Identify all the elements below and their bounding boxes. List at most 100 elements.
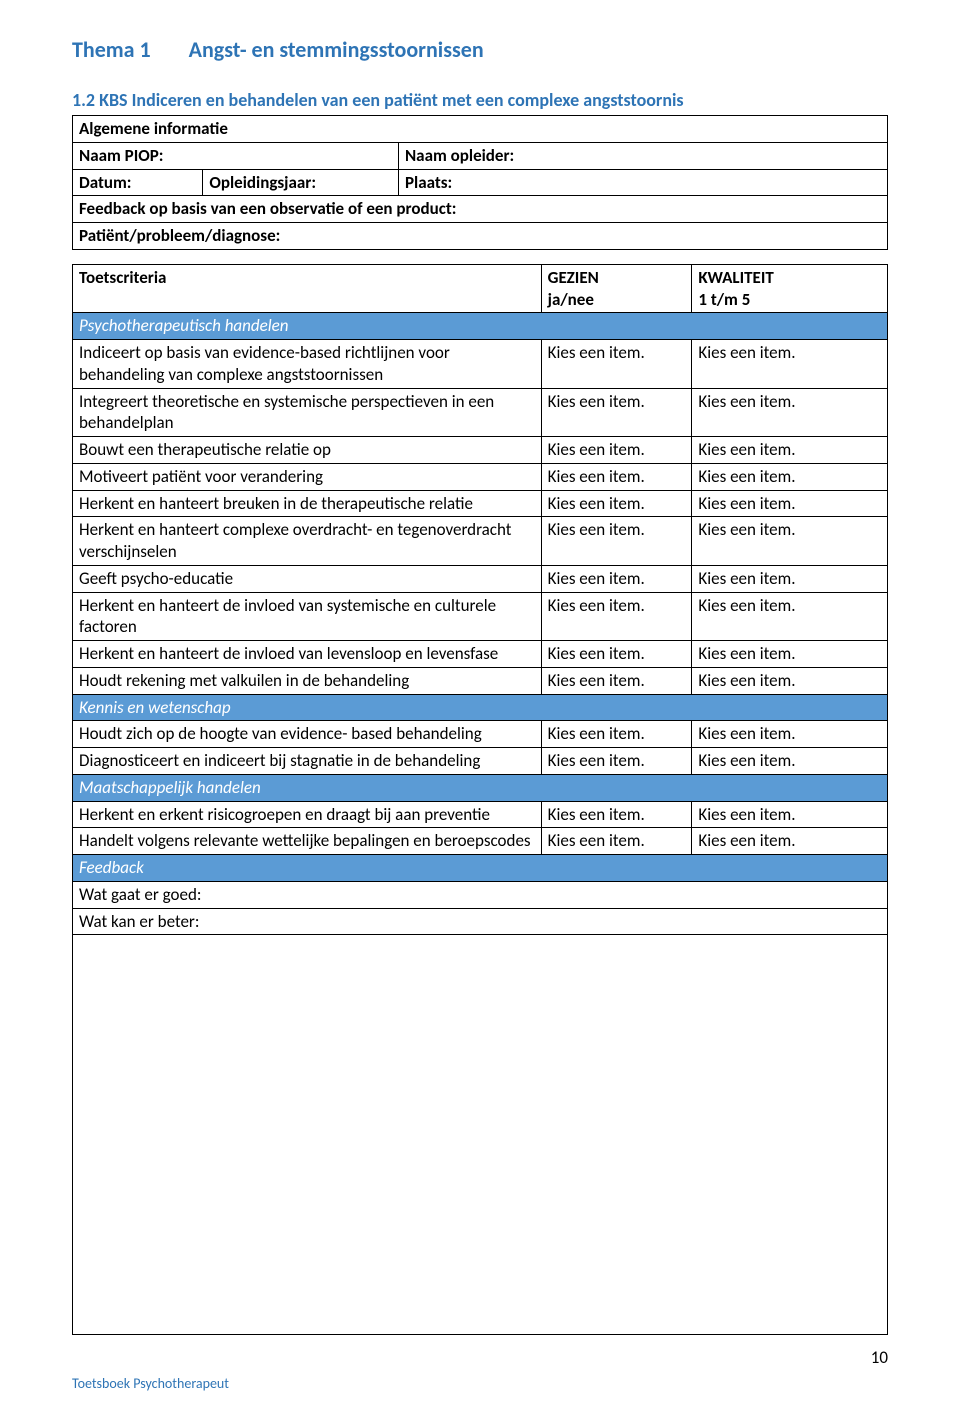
gezien-select[interactable]: Kies een item. — [541, 388, 692, 437]
section-maat-label: Maatschappelijk handelen — [73, 774, 888, 801]
table-row: Herkent en hanteert breuken in de therap… — [73, 490, 888, 517]
criterion-text: Herkent en hanteert complexe overdracht-… — [73, 517, 542, 566]
blank-space — [73, 935, 888, 1335]
info-header: Algemene informatie — [73, 116, 888, 143]
gezien-select[interactable]: Kies een item. — [541, 828, 692, 855]
gezien-select[interactable]: Kies een item. — [541, 667, 692, 694]
naam-opleider-label: Naam opleider: — [398, 142, 887, 169]
table-row: Patiënt/probleem/diagnose: — [73, 223, 888, 250]
kwaliteit-select[interactable]: Kies een item. — [692, 641, 888, 668]
opleidingsjaar-label: Opleidingsjaar: — [203, 169, 399, 196]
section-feedback-label: Feedback — [73, 855, 888, 882]
criterion-text: Houdt rekening met valkuilen in de behan… — [73, 667, 542, 694]
section-kennis-label: Kennis en wetenschap — [73, 694, 888, 721]
page-number: 10 — [871, 1347, 888, 1368]
theme-title: Angst- en stemmingsstoornissen — [189, 36, 484, 63]
kwaliteit-select[interactable]: Kies een item. — [692, 667, 888, 694]
criterion-text: Houdt zich op de hoogte van evidence- ba… — [73, 721, 542, 748]
gezien-select[interactable]: Kies een item. — [541, 592, 692, 641]
kwaliteit-range-label: 1 t/m 5 — [698, 289, 750, 310]
criterion-text: Indiceert op basis van evidence-based ri… — [73, 340, 542, 389]
criterion-text: Bouwt een therapeutische relatie op — [73, 437, 542, 464]
gezien-select[interactable]: Kies een item. — [541, 748, 692, 775]
table-row: Integreert theoretische en systemische p… — [73, 388, 888, 437]
info-table: Algemene informatie Naam PIOP: Naam ople… — [72, 115, 888, 250]
gezien-select[interactable]: Kies een item. — [541, 565, 692, 592]
table-row: Datum: Opleidingsjaar: Plaats: — [73, 169, 888, 196]
page-content: Thema 1 Angst- en stemmingsstoornissen 1.… — [0, 0, 960, 1375]
kwaliteit-select[interactable]: Kies een item. — [692, 592, 888, 641]
plaats-label: Plaats: — [398, 169, 887, 196]
kwaliteit-select[interactable]: Kies een item. — [692, 565, 888, 592]
table-row: Naam PIOP: Naam opleider: — [73, 142, 888, 169]
theme-heading: Thema 1 Angst- en stemmingsstoornissen — [72, 36, 888, 63]
theme-label: Thema 1 — [72, 36, 151, 63]
table-row: Herkent en hanteert de invloed van leven… — [73, 641, 888, 668]
table-row: Herkent en erkent risicogroepen en draag… — [73, 801, 888, 828]
kwaliteit-select[interactable]: Kies een item. — [692, 463, 888, 490]
table-row: Wat gaat er goed: — [73, 881, 888, 908]
kbs-subheading: 1.2 KBS Indiceren en behandelen van een … — [72, 89, 888, 111]
criteria-table: Toetscriteria GEZIEN ja/nee KWALITEIT 1 … — [72, 264, 888, 1336]
criterion-text: Handelt volgens relevante wettelijke bep… — [73, 828, 542, 855]
table-row: Bouwt een therapeutische relatie opKies … — [73, 437, 888, 464]
criterion-text: Herkent en hanteert de invloed van leven… — [73, 641, 542, 668]
datum-label: Datum: — [73, 169, 203, 196]
kwaliteit-select[interactable]: Kies een item. — [692, 801, 888, 828]
gezien-select[interactable]: Kies een item. — [541, 801, 692, 828]
criterion-text: Integreert theoretische en systemische p… — [73, 388, 542, 437]
kwaliteit-select[interactable]: Kies een item. — [692, 517, 888, 566]
kwaliteit-select[interactable]: Kies een item. — [692, 721, 888, 748]
table-row: Feedback op basis van een observatie of … — [73, 196, 888, 223]
kwaliteit-select[interactable]: Kies een item. — [692, 437, 888, 464]
criteria-col1-header: Toetscriteria — [73, 264, 542, 313]
table-row: Houdt zich op de hoogte van evidence- ba… — [73, 721, 888, 748]
criteria-col3-header: KWALITEIT 1 t/m 5 — [692, 264, 888, 313]
patient-diag-label: Patiënt/probleem/diagnose: — [73, 223, 888, 250]
table-row: Handelt volgens relevante wettelijke bep… — [73, 828, 888, 855]
wat-kan-beter: Wat kan er beter: — [73, 908, 888, 935]
gezien-select[interactable]: Kies een item. — [541, 490, 692, 517]
section-psycho: Psychotherapeutisch handelen — [73, 313, 888, 340]
kwaliteit-select[interactable]: Kies een item. — [692, 340, 888, 389]
janee-label: ja/nee — [548, 289, 594, 310]
gezien-select[interactable]: Kies een item. — [541, 437, 692, 464]
gezien-select[interactable]: Kies een item. — [541, 340, 692, 389]
section-feedback: Feedback — [73, 855, 888, 882]
table-row: Indiceert op basis van evidence-based ri… — [73, 340, 888, 389]
gezien-select[interactable]: Kies een item. — [541, 641, 692, 668]
criteria-col2-header: GEZIEN ja/nee — [541, 264, 692, 313]
kwaliteit-select[interactable]: Kies een item. — [692, 828, 888, 855]
criterion-text: Motiveert patiënt voor verandering — [73, 463, 542, 490]
table-row: Wat kan er beter: — [73, 908, 888, 935]
table-row: Diagnosticeert en indiceert bij stagnati… — [73, 748, 888, 775]
wat-gaat-goed: Wat gaat er goed: — [73, 881, 888, 908]
criterion-text: Herkent en hanteert de invloed van syste… — [73, 592, 542, 641]
feedback-basis-label: Feedback op basis van een observatie of … — [73, 196, 888, 223]
table-row: Herkent en hanteert complexe overdracht-… — [73, 517, 888, 566]
gezien-label: GEZIEN — [548, 267, 599, 288]
table-row: Houdt rekening met valkuilen in de behan… — [73, 667, 888, 694]
kwaliteit-select[interactable]: Kies een item. — [692, 490, 888, 517]
naam-piop-label: Naam PIOP: — [73, 142, 399, 169]
footer-text: Toetsboek Psychotherapeut — [72, 1375, 888, 1392]
kwaliteit-label: KWALITEIT — [698, 267, 773, 288]
criteria-header-row: Toetscriteria GEZIEN ja/nee KWALITEIT 1 … — [73, 264, 888, 313]
section-psycho-label: Psychotherapeutisch handelen — [73, 313, 888, 340]
spacer — [72, 250, 888, 264]
table-row: Herkent en hanteert de invloed van syste… — [73, 592, 888, 641]
kwaliteit-select[interactable]: Kies een item. — [692, 388, 888, 437]
table-row-blank — [73, 935, 888, 1335]
criterion-text: Herkent en erkent risicogroepen en draag… — [73, 801, 542, 828]
gezien-select[interactable]: Kies een item. — [541, 463, 692, 490]
kwaliteit-select[interactable]: Kies een item. — [692, 748, 888, 775]
criterion-text: Herkent en hanteert breuken in de therap… — [73, 490, 542, 517]
section-kennis: Kennis en wetenschap — [73, 694, 888, 721]
table-row: Motiveert patiënt voor veranderingKies e… — [73, 463, 888, 490]
gezien-select[interactable]: Kies een item. — [541, 517, 692, 566]
criterion-text: Geeft psycho-educatie — [73, 565, 542, 592]
table-row: Algemene informatie — [73, 116, 888, 143]
table-row: Geeft psycho-educatieKies een item.Kies … — [73, 565, 888, 592]
section-maat: Maatschappelijk handelen — [73, 774, 888, 801]
gezien-select[interactable]: Kies een item. — [541, 721, 692, 748]
